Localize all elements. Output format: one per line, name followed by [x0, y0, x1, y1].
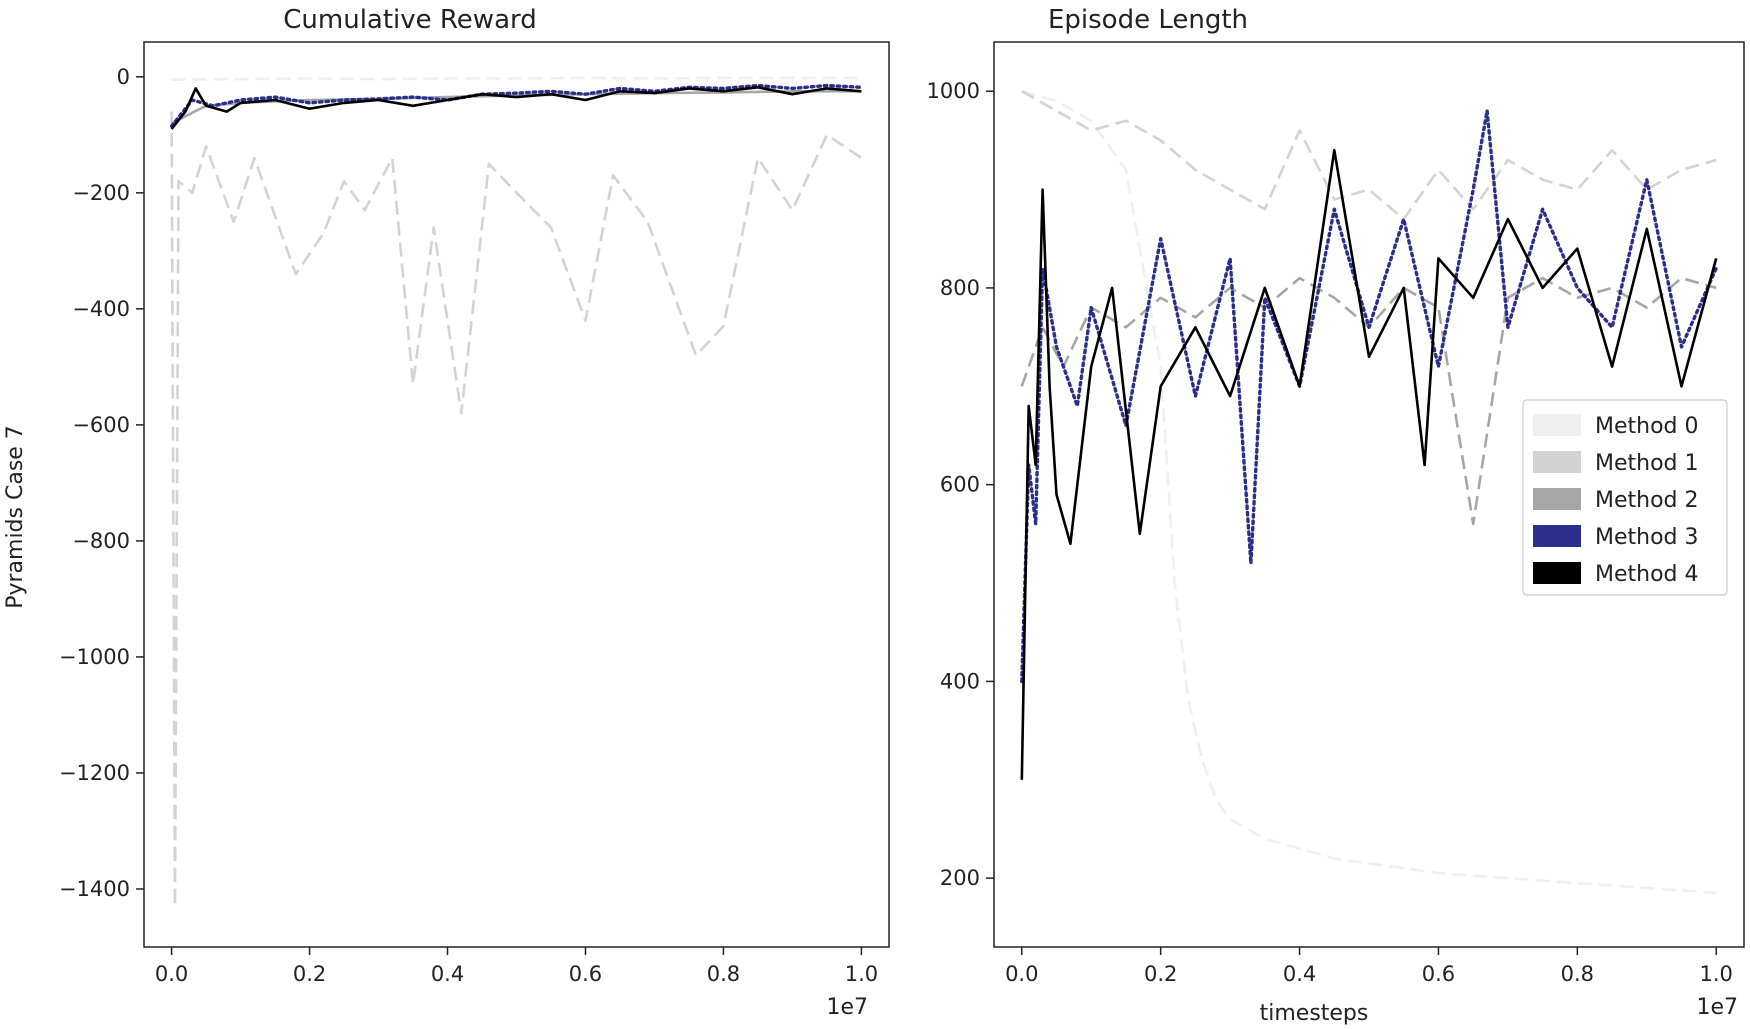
x-tick-label: 0.6 — [569, 962, 602, 986]
chart-title: Episode Length — [1048, 5, 1248, 35]
legend-swatch — [1533, 525, 1581, 547]
legend-swatch — [1533, 562, 1581, 584]
legend: Method 0 Method 1 Method 2 Method 3 Method 4 — [1522, 399, 1728, 596]
x-axis-label: timesteps — [1260, 1001, 1369, 1026]
series-line-4 — [1020, 148, 1718, 780]
x-tick-label: 0.2 — [1144, 962, 1177, 986]
x-tick-label: 0.0 — [155, 962, 188, 986]
y-tick-label: 0 — [117, 65, 130, 89]
x-tick-label: 0.8 — [1561, 962, 1594, 986]
x-axis-offset-label: 1e7 — [1696, 995, 1738, 1020]
y-tick-label: −400 — [72, 297, 130, 321]
x-axis-offset-label: 1e7 — [826, 995, 868, 1020]
series-layer — [1020, 89, 1718, 895]
series-line-0 — [1021, 89, 1717, 895]
y-tick-label: 1000 — [927, 79, 980, 103]
ticks-layer: 0.0 0.2 0.4 0.6 0.8 1.0 200 400 600 800 1000 — [927, 79, 1733, 986]
x-tick-label: 1.0 — [845, 962, 878, 986]
axes-frame — [993, 41, 1745, 948]
series-line-1 — [170, 111, 863, 908]
y-tick-label: 400 — [940, 669, 980, 693]
y-tick-label: −1200 — [59, 761, 130, 785]
series-line-4 — [170, 86, 862, 130]
series-line-0 — [171, 76, 862, 81]
legend-label: Method 1 — [1595, 451, 1699, 476]
y-axis-label: Pyramids Case 7 — [3, 425, 28, 609]
x-tick-label: 0.0 — [1005, 962, 1038, 986]
legend-label: Method 2 — [1595, 488, 1699, 513]
y-tick-label: −800 — [72, 529, 130, 553]
chart-episode-length: Episode Length 1e7 timesteps 0.0 0.2 0.4 0.… — [927, 5, 1745, 1026]
legend-label: Method 4 — [1595, 562, 1699, 587]
series-layer — [169, 76, 864, 908]
legend-swatch — [1533, 488, 1581, 510]
x-tick-label: 0.8 — [707, 962, 740, 986]
series-line-3 — [1020, 109, 1718, 684]
series-line-2 — [171, 90, 862, 125]
y-tick-label: −1400 — [59, 877, 130, 901]
x-tick-label: 0.4 — [1283, 962, 1316, 986]
legend-label: Method 0 — [1595, 414, 1699, 439]
y-tick-label: −1000 — [59, 645, 130, 669]
chart-cumulative-reward: Cumulative Reward Pyramids Case 7 1e7 0.… — [3, 5, 890, 1020]
y-tick-label: −600 — [72, 413, 130, 437]
ticks-layer: 0.0 0.2 0.4 0.6 0.8 1.0 0 −200 −400 −600 −800 −1000… — [59, 65, 878, 986]
series-line-2 — [1020, 276, 1717, 526]
chart-title: Cumulative Reward — [283, 5, 537, 35]
series-line-3 — [169, 83, 864, 128]
legend-swatch — [1533, 414, 1581, 436]
x-tick-label: 0.4 — [431, 962, 464, 986]
axes-frame — [143, 41, 890, 948]
y-tick-label: 800 — [940, 276, 980, 300]
x-tick-label: 1.0 — [1700, 962, 1733, 986]
x-tick-label: 0.2 — [293, 962, 326, 986]
y-tick-label: 600 — [940, 473, 980, 497]
y-tick-label: −200 — [72, 181, 130, 205]
legend-label: Method 3 — [1595, 525, 1699, 550]
y-tick-label: 200 — [940, 866, 980, 890]
legend-swatch — [1533, 451, 1581, 473]
series-line-1 — [1021, 90, 1717, 221]
x-tick-label: 0.6 — [1422, 962, 1455, 986]
